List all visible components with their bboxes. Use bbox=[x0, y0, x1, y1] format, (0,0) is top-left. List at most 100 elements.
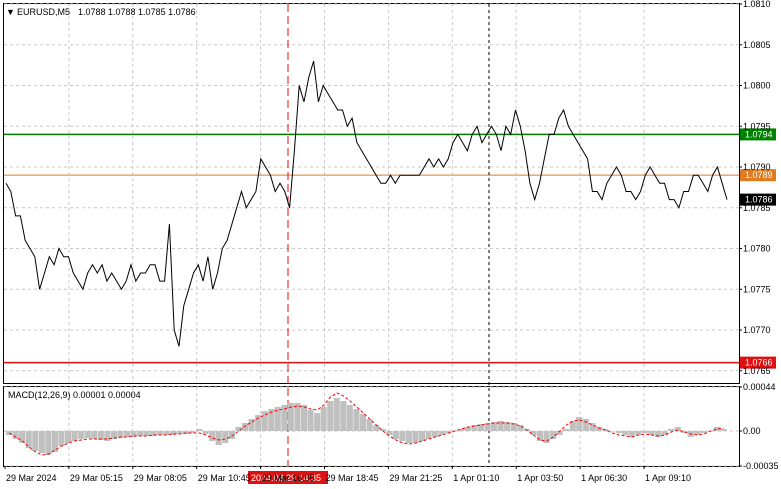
macd-bar bbox=[333, 398, 340, 431]
macd-label: MACD(12,26,9) 0.00001 0.00004 bbox=[8, 390, 141, 400]
level-price-label: 1.0789 bbox=[745, 170, 773, 180]
macd-bar bbox=[51, 431, 58, 452]
macd-bar bbox=[694, 431, 701, 435]
y-tick-label: 1.0770 bbox=[743, 325, 771, 335]
horizontal-levels: 1.0794 1.0789 1.0766 1.0786 bbox=[4, 128, 776, 369]
macd-bar bbox=[78, 431, 85, 439]
macd-bar bbox=[713, 427, 720, 431]
macd-bar bbox=[25, 431, 32, 448]
macd-axis: 0.00044 0.00 -0.00035 bbox=[739, 382, 779, 471]
macd-bar bbox=[110, 431, 117, 439]
x-tick-label: 29 Mar 2024 bbox=[6, 473, 57, 483]
macd-bar bbox=[641, 431, 648, 433]
macd-bar bbox=[228, 431, 235, 439]
macd-bar bbox=[543, 431, 550, 443]
macd-bar bbox=[274, 407, 281, 431]
macd-bar bbox=[353, 409, 360, 431]
macd-bar bbox=[248, 419, 255, 431]
macd-bar bbox=[418, 431, 425, 441]
macd-bar bbox=[58, 431, 65, 446]
price-axis: 1.08101.08051.08001.07951.07901.07851.07… bbox=[739, 0, 771, 376]
macd-bar bbox=[327, 401, 334, 431]
x-tick-label: 1 Apr 01:10 bbox=[453, 473, 499, 483]
macd-bar bbox=[668, 429, 675, 431]
macd-bar bbox=[268, 409, 275, 431]
macd-bar bbox=[471, 425, 478, 431]
macd-bar bbox=[477, 424, 484, 431]
price-series-line bbox=[5, 60, 728, 347]
macd-tick-label: 0.00 bbox=[743, 426, 761, 436]
macd-bar bbox=[484, 423, 491, 431]
macd-bar bbox=[222, 431, 229, 443]
macd-bar bbox=[517, 425, 524, 431]
macd-bar bbox=[281, 405, 288, 431]
macd-bar bbox=[137, 431, 144, 436]
x-tick-label: 29 Mar 10:45 bbox=[198, 473, 251, 483]
macd-bar bbox=[392, 431, 399, 439]
macd-histogram bbox=[6, 398, 727, 455]
macd-bar bbox=[346, 405, 353, 431]
y-tick-label: 1.0810 bbox=[743, 0, 771, 9]
macd-bar bbox=[359, 414, 366, 431]
macd-bar bbox=[287, 403, 294, 431]
macd-bar bbox=[104, 431, 111, 441]
macd-bar bbox=[635, 431, 642, 435]
macd-bar bbox=[261, 411, 268, 431]
macd-bar bbox=[301, 405, 308, 431]
macd-bar bbox=[202, 431, 209, 434]
macd-signal-line bbox=[9, 392, 724, 456]
macd-bar bbox=[189, 431, 196, 433]
macd-bar bbox=[235, 427, 242, 431]
macd-bar bbox=[432, 431, 439, 437]
macd-bar bbox=[294, 403, 301, 431]
current-price-label: 1.0786 bbox=[745, 195, 773, 205]
y-tick-label: 1.0765 bbox=[743, 366, 771, 376]
macd-bar bbox=[609, 431, 616, 432]
macd-bar bbox=[163, 431, 170, 435]
macd-bar bbox=[438, 431, 445, 435]
macd-bar bbox=[130, 431, 137, 437]
macd-bar bbox=[176, 431, 183, 434]
current-price-tag bbox=[740, 193, 776, 206]
level-price-tag bbox=[740, 128, 776, 141]
macd-bar bbox=[183, 431, 190, 434]
macd-bar bbox=[12, 431, 19, 439]
macd-bar bbox=[595, 427, 602, 431]
y-tick-label: 1.0780 bbox=[743, 244, 771, 254]
y-tick-label: 1.0790 bbox=[743, 162, 771, 172]
x-tick-label: 1 Apr 09:10 bbox=[645, 473, 691, 483]
macd-bar bbox=[681, 431, 688, 433]
ohlc-values: 1.0788 1.0788 1.0785 1.0786 bbox=[78, 7, 196, 17]
x-tick-label: 29 Mar 16:05 bbox=[262, 473, 315, 483]
macd-bar bbox=[117, 431, 124, 438]
level-price-tag bbox=[740, 169, 776, 182]
macd-bar bbox=[84, 431, 91, 438]
macd-bar bbox=[124, 431, 131, 437]
macd-bar bbox=[91, 431, 98, 439]
macd-bar bbox=[209, 431, 216, 441]
macd-bar bbox=[556, 431, 563, 435]
macd-bar bbox=[576, 417, 583, 431]
macd-bar bbox=[366, 419, 373, 431]
macd-tick-label: 0.00044 bbox=[743, 382, 776, 392]
macd-bar bbox=[320, 407, 327, 431]
level-price-label: 1.0794 bbox=[745, 129, 773, 139]
macd-bar bbox=[405, 431, 412, 443]
macd-bar bbox=[65, 431, 72, 443]
time-axis: 29 Mar 2024 29 Mar 05:15 29 Mar 08:05 29 Ma… bbox=[4, 466, 691, 483]
macd-bar bbox=[6, 431, 13, 435]
macd-bar bbox=[19, 431, 26, 443]
macd-bar bbox=[563, 429, 570, 431]
macd-bar bbox=[412, 431, 419, 443]
crosshair-time-tag bbox=[248, 471, 328, 484]
macd-bar bbox=[700, 431, 707, 433]
macd-bar bbox=[196, 429, 203, 431]
macd-bar bbox=[536, 431, 543, 441]
macd-bar bbox=[32, 431, 39, 451]
macd-bar bbox=[589, 423, 596, 431]
macd-bar bbox=[386, 431, 393, 435]
x-tick-label: 29 Mar 21:25 bbox=[389, 473, 442, 483]
collapse-marker-icon[interactable]: ▼ bbox=[6, 7, 15, 17]
macd-bar bbox=[373, 425, 380, 431]
